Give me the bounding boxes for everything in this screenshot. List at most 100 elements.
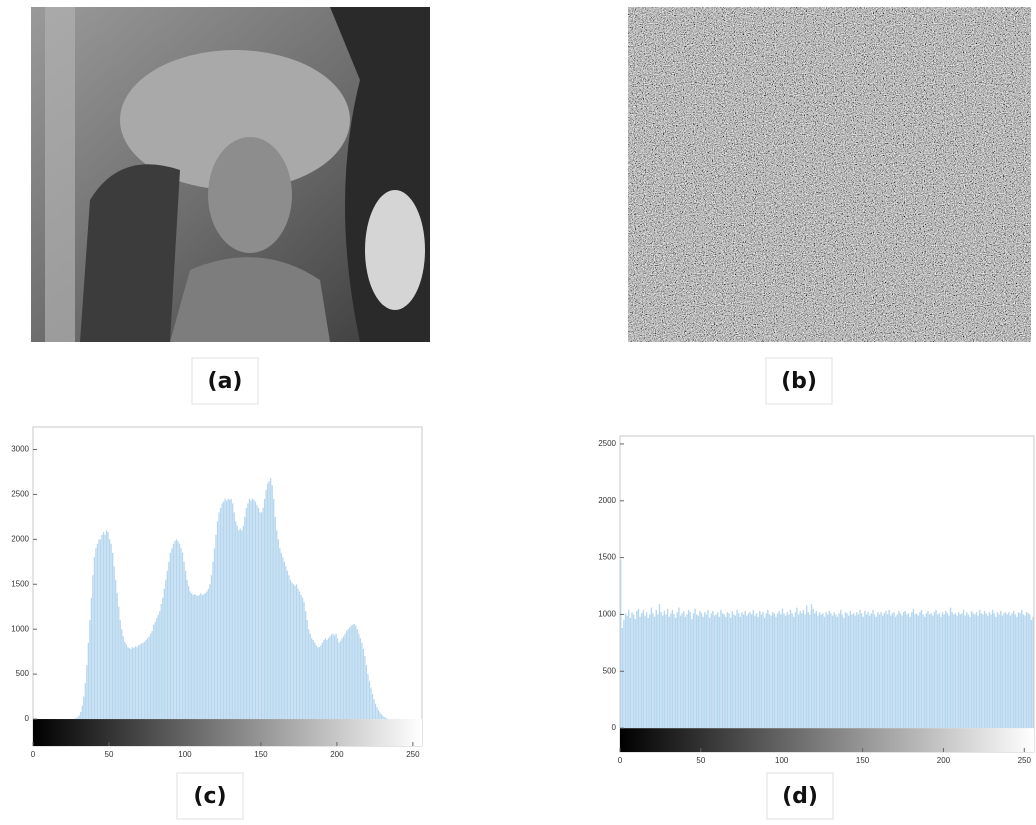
bar	[738, 613, 740, 729]
bar	[941, 612, 944, 729]
y-tick-label: 0	[25, 714, 30, 723]
bar	[285, 566, 287, 720]
photo	[31, 7, 430, 342]
bar	[854, 615, 856, 729]
bar	[96, 543, 99, 720]
bar	[358, 633, 360, 720]
bar	[260, 512, 263, 720]
bar	[84, 683, 86, 720]
bar	[230, 498, 232, 720]
bar	[81, 705, 83, 720]
bar	[977, 615, 979, 729]
bar	[996, 612, 999, 729]
bar	[786, 612, 788, 729]
bar	[136, 647, 138, 720]
bar	[767, 609, 769, 729]
bar	[670, 613, 672, 729]
bar	[119, 620, 121, 720]
bar	[329, 636, 331, 720]
bar	[183, 561, 185, 720]
bar	[875, 616, 877, 729]
bar	[300, 595, 302, 720]
bar	[140, 643, 143, 720]
bar	[912, 608, 915, 729]
bar	[814, 613, 816, 729]
bar	[704, 612, 706, 729]
bar	[105, 530, 108, 720]
bar	[98, 539, 100, 720]
bar	[831, 615, 834, 729]
bar	[335, 633, 337, 720]
bar	[367, 674, 369, 720]
bar	[107, 532, 109, 720]
x-tick-label: 100	[178, 750, 192, 759]
bar	[820, 614, 822, 729]
bar	[253, 499, 255, 720]
bar	[247, 503, 249, 720]
bar	[197, 595, 199, 720]
y-tick-label: 500	[603, 666, 617, 675]
bar	[130, 648, 132, 720]
caption: (a)	[208, 369, 243, 394]
bar	[945, 611, 947, 729]
bar	[899, 613, 902, 729]
x-tick-label: 150	[856, 756, 870, 765]
bar	[911, 612, 913, 729]
bar	[385, 718, 387, 720]
bar	[1032, 616, 1034, 729]
bar	[903, 612, 905, 729]
bar	[365, 665, 368, 720]
bar	[204, 593, 206, 720]
bar	[229, 499, 231, 720]
bar	[896, 614, 898, 729]
bar	[938, 613, 940, 729]
bar	[804, 614, 806, 729]
bar	[807, 612, 809, 729]
bar	[768, 614, 771, 729]
bar	[744, 611, 746, 729]
bar	[238, 530, 240, 720]
colorbar	[33, 719, 422, 746]
bar	[171, 548, 173, 720]
bar	[644, 615, 646, 729]
bar	[673, 614, 675, 729]
bar	[878, 614, 881, 729]
bar	[880, 612, 882, 729]
y-tick-label: 2500	[11, 490, 29, 499]
bar	[277, 539, 279, 720]
bar	[213, 548, 216, 720]
bar	[956, 615, 958, 729]
bar	[788, 614, 790, 729]
bar	[356, 629, 358, 720]
bar	[629, 617, 632, 729]
bar	[124, 641, 126, 720]
x-tick-label: 250	[1018, 756, 1032, 765]
bar	[151, 630, 153, 720]
bar	[143, 641, 146, 720]
bar	[733, 614, 735, 729]
bar	[917, 615, 919, 729]
bar	[708, 617, 711, 729]
bar	[339, 640, 342, 720]
bar	[181, 552, 184, 720]
bar	[219, 507, 222, 720]
bar	[872, 609, 874, 729]
bar	[873, 614, 876, 729]
bar	[218, 512, 220, 720]
bar	[759, 611, 761, 729]
bar	[890, 615, 892, 729]
bar	[909, 616, 911, 729]
bar	[959, 614, 961, 729]
bar	[817, 615, 819, 729]
bar	[314, 642, 316, 720]
bar	[168, 561, 170, 720]
x-tick-label: 50	[696, 756, 705, 765]
bar	[650, 607, 653, 729]
bar	[671, 609, 674, 729]
bar	[1016, 616, 1018, 729]
bar	[286, 570, 289, 720]
bar	[1022, 614, 1025, 729]
bar	[295, 584, 298, 720]
y-tick-label: 1500	[11, 579, 29, 588]
bar	[864, 611, 866, 729]
